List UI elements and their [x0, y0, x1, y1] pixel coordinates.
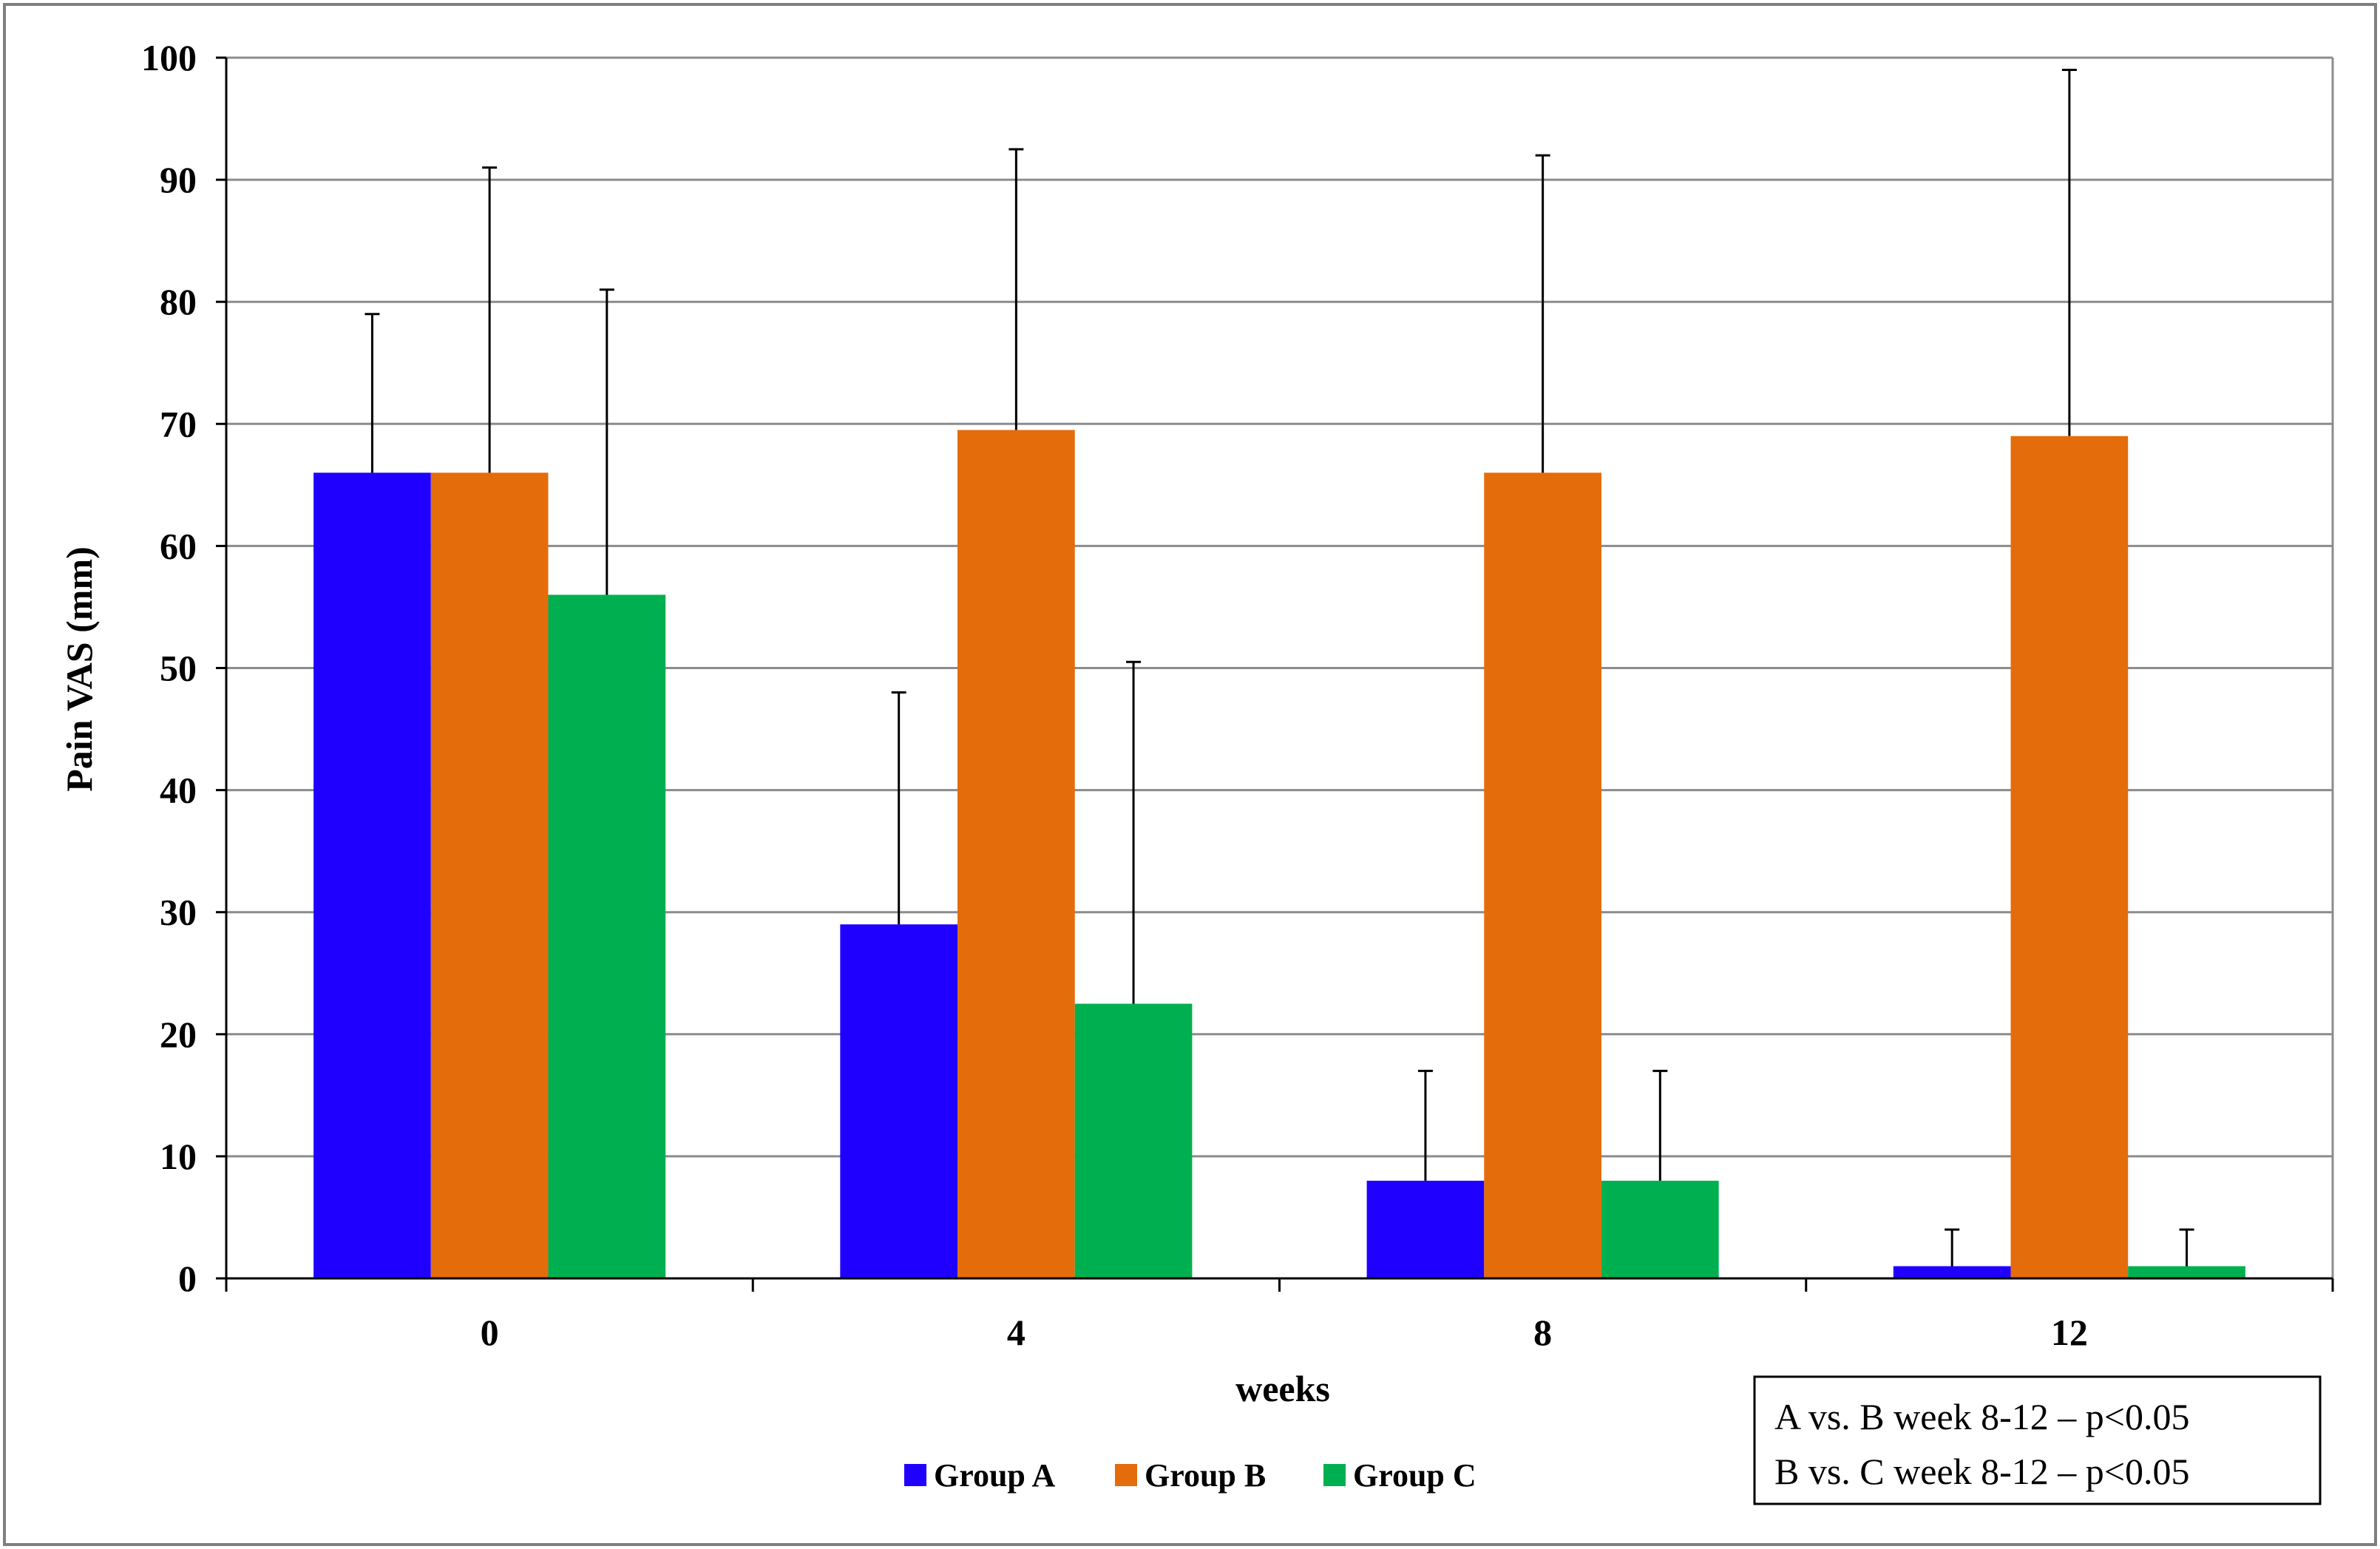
x-tick-label-0: 0: [481, 1312, 499, 1353]
y-axis-title: Pain VAS (mm): [58, 546, 100, 792]
legend-swatch-group-c: [1323, 1464, 1346, 1486]
bar-group-b-week-8: [1484, 472, 1601, 1278]
bar-group-c-week-0: [548, 594, 666, 1278]
y-tick-label-70: 70: [160, 403, 197, 444]
significance-note-box: [1753, 1375, 2322, 1505]
bar-group-a-week-4: [840, 924, 958, 1278]
y-tick-label-100: 100: [141, 37, 197, 78]
bar-group-a-week-12: [1893, 1266, 2011, 1278]
bar-group-b-week-0: [430, 472, 549, 1278]
y-tick-label-90: 90: [160, 159, 197, 200]
legend-label-group-a: Group A: [934, 1457, 1055, 1494]
significance-note: A vs. B week 8-12 – p<0.05 B vs. C week …: [1753, 1375, 2322, 1505]
legend-label-group-b: Group B: [1145, 1457, 1266, 1494]
error-bars: [365, 69, 2194, 1267]
bar-group-b-week-4: [957, 430, 1075, 1279]
axes: 0 10 20 30 40 50 60 70 80 90 100 0 4 8 12: [141, 37, 2334, 1353]
bar-group-a-week-0: [313, 472, 431, 1278]
bar-group-c-week-12: [2128, 1266, 2245, 1278]
bar-group-c-week-8: [1601, 1180, 1719, 1278]
legend-swatch-group-b: [1115, 1464, 1137, 1486]
y-tick-label-0: 0: [178, 1258, 197, 1299]
legend-label-group-c: Group C: [1353, 1457, 1477, 1494]
bar-group-a-week-8: [1366, 1180, 1485, 1278]
y-tick-label-40: 40: [160, 770, 197, 811]
x-tick-label-8: 8: [1533, 1312, 1552, 1353]
legend: Group A Group B Group C: [904, 1457, 1477, 1494]
x-tick-label-4: 4: [1007, 1312, 1025, 1353]
y-tick-label-50: 50: [160, 648, 197, 689]
y-tick-label-20: 20: [160, 1014, 197, 1055]
bar-group-b-week-12: [2010, 435, 2129, 1278]
y-tick-label-80: 80: [160, 281, 197, 322]
bars: [313, 430, 2245, 1279]
x-tick-label-12: 12: [2051, 1312, 2088, 1353]
bar-group-c-week-4: [1074, 1003, 1193, 1278]
x-axis-title: weeks: [1235, 1368, 1330, 1409]
significance-note-line-2: B vs. C week 8-12 – p<0.05: [1774, 1451, 2190, 1492]
legend-swatch-group-a: [904, 1464, 926, 1486]
y-tick-label-30: 30: [160, 892, 197, 933]
y-tick-label-10: 10: [160, 1136, 197, 1177]
y-tick-label-60: 60: [160, 525, 197, 566]
significance-note-line-1: A vs. B week 8-12 – p<0.05: [1774, 1396, 2190, 1437]
